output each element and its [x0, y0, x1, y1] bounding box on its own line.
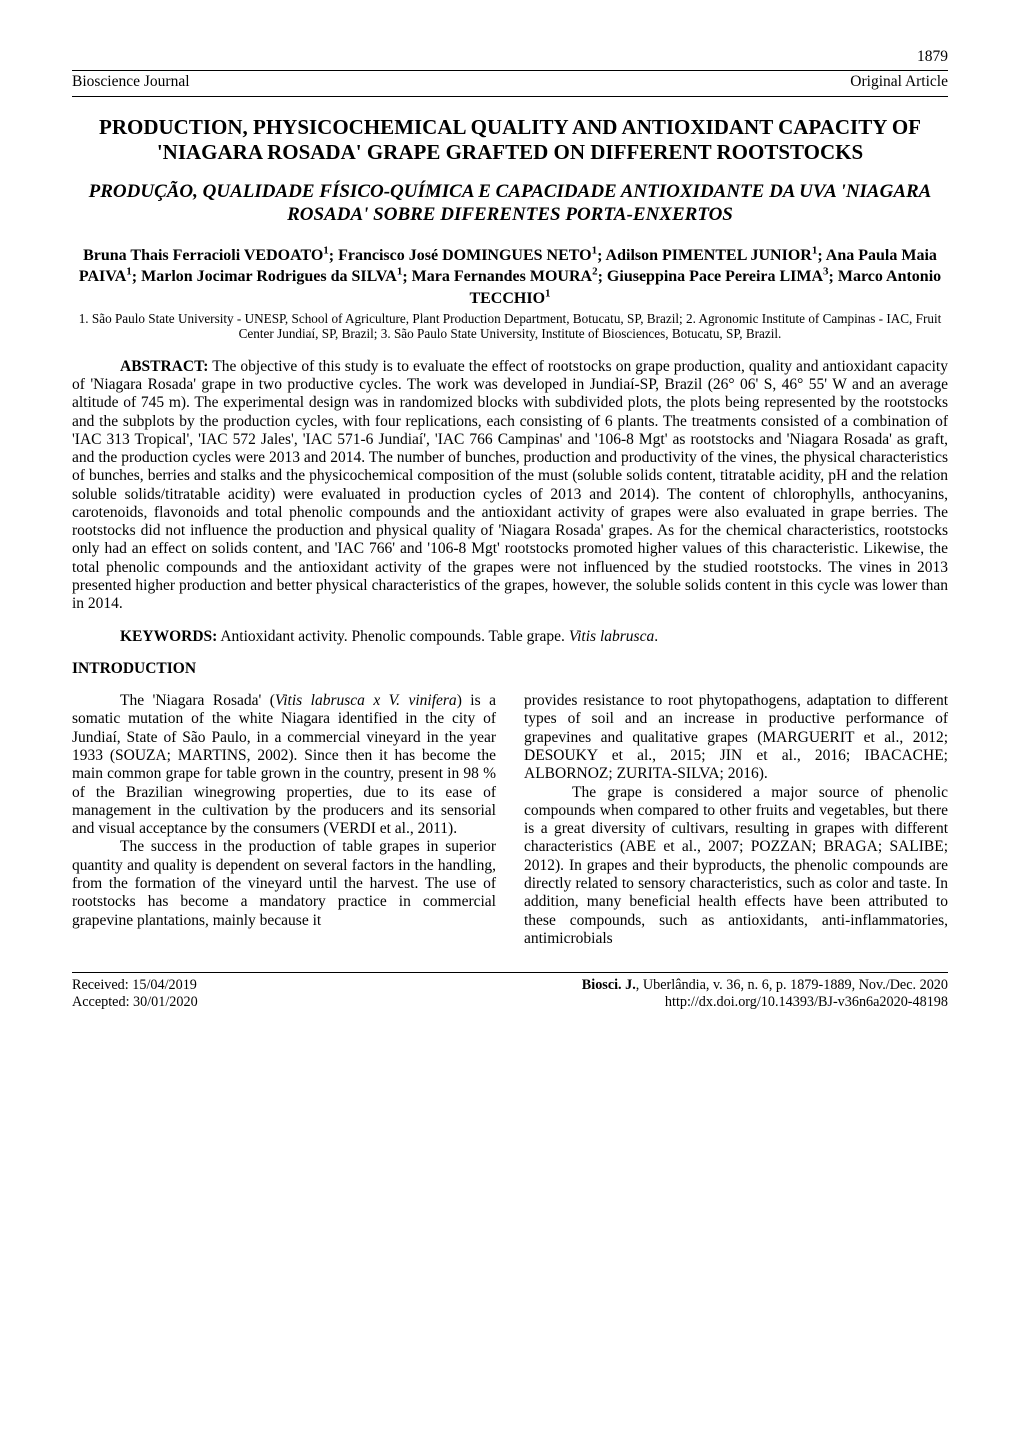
- journal-abbrev: Biosci. J.: [582, 977, 636, 993]
- abstract-label: ABSTRACT:: [120, 358, 208, 375]
- abstract-text: The objective of this study is to evalua…: [72, 358, 948, 613]
- affiliations: 1. São Paulo State University - UNESP, S…: [72, 311, 948, 342]
- article-type: Original Article: [850, 73, 948, 91]
- journal-row: Bioscience Journal Original Article: [72, 73, 948, 91]
- keywords-scientific-name: Vitis labrusca: [569, 628, 654, 645]
- under-rule: [72, 96, 948, 97]
- author: Giuseppina Pace Pereira LIMA3: [607, 268, 829, 285]
- journal-name: Bioscience Journal: [72, 73, 190, 91]
- author: Francisco José DOMINGUES NETO1: [338, 247, 597, 264]
- footer-citation: Biosci. J., Uberlândia, v. 36, n. 6, p. …: [582, 977, 948, 1011]
- scientific-name: Vitis labrusca x V. vinifera: [275, 692, 457, 709]
- author: Marlon Jocimar Rodrigues da SILVA1: [141, 268, 402, 285]
- section-introduction: INTRODUCTION: [72, 660, 948, 678]
- introduction-columns: The 'Niagara Rosada' (Vitis labrusca x V…: [72, 692, 948, 948]
- top-rule: [72, 70, 948, 71]
- author: Bruna Thais Ferracioli VEDOATO1: [83, 247, 329, 264]
- citation-details: , Uberlândia, v. 36, n. 6, p. 1879-1889,…: [636, 977, 948, 993]
- title-english: PRODUCTION, PHYSICOCHEMICAL QUALITY AND …: [72, 115, 948, 165]
- abstract: ABSTRACT: The objective of this study is…: [72, 358, 948, 614]
- footer-rule: [72, 972, 948, 973]
- authors-block: Bruna Thais Ferracioli VEDOATO1; Francis…: [72, 245, 948, 309]
- accepted-date: Accepted: 30/01/2020: [72, 994, 198, 1011]
- title-portuguese: PRODUÇÃO, QUALIDADE FÍSICO-QUÍMICA E CAP…: [72, 181, 948, 227]
- intro-paragraph: The success in the production of table g…: [72, 838, 496, 929]
- keywords-label: KEYWORDS:: [120, 628, 217, 645]
- intro-paragraph: provides resistance to root phytopathoge…: [524, 692, 948, 783]
- author: Mara Fernandes MOURA2: [412, 268, 598, 285]
- page-footer: Received: 15/04/2019 Accepted: 30/01/202…: [72, 977, 948, 1011]
- keywords: KEYWORDS: Antioxidant activity. Phenolic…: [72, 628, 948, 646]
- author: Adilson PIMENTEL JUNIOR1: [606, 247, 818, 264]
- footer-dates: Received: 15/04/2019 Accepted: 30/01/202…: [72, 977, 198, 1011]
- page-number: 1879: [72, 48, 948, 66]
- keywords-text: Antioxidant activity. Phenolic compounds…: [217, 628, 568, 645]
- intro-paragraph: The 'Niagara Rosada' (Vitis labrusca x V…: [72, 692, 496, 838]
- intro-paragraph: The grape is considered a major source o…: [524, 784, 948, 949]
- doi-link[interactable]: http://dx.doi.org/10.14393/BJ-v36n6a2020…: [582, 994, 948, 1011]
- received-date: Received: 15/04/2019: [72, 977, 198, 994]
